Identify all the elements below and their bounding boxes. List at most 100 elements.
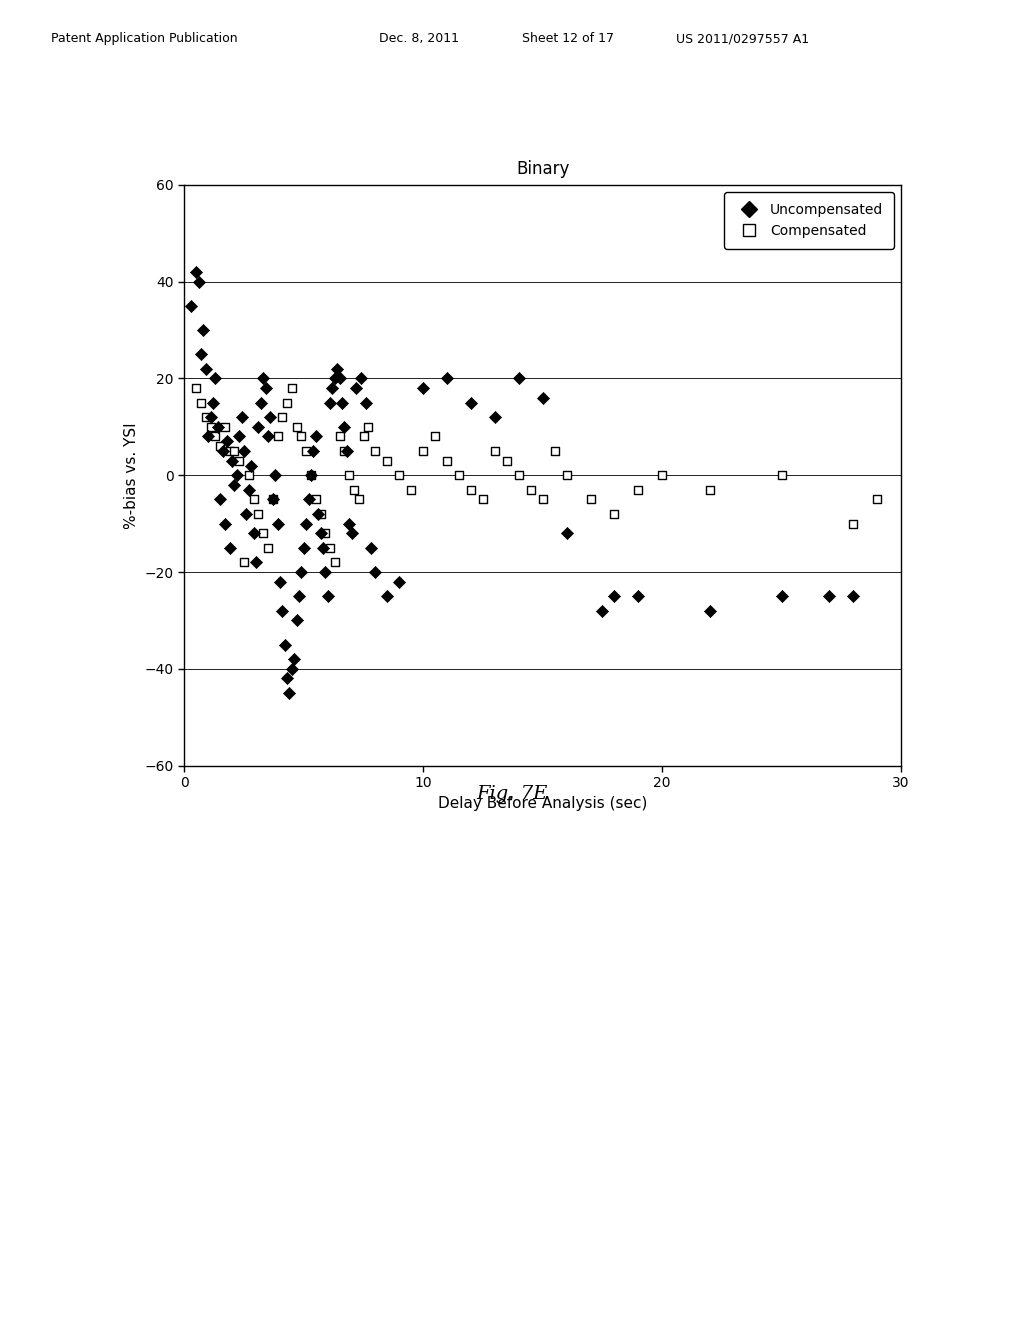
Point bbox=[368, 561, 384, 582]
Point bbox=[264, 488, 281, 510]
Point bbox=[253, 392, 269, 413]
Point bbox=[499, 450, 515, 471]
Point bbox=[463, 479, 479, 500]
Point bbox=[701, 479, 718, 500]
Point bbox=[334, 392, 350, 413]
Point bbox=[286, 648, 302, 669]
Point bbox=[260, 537, 276, 558]
Point bbox=[228, 465, 245, 486]
Point bbox=[427, 426, 443, 447]
Point bbox=[250, 416, 266, 437]
Point bbox=[264, 488, 281, 510]
Point bbox=[327, 368, 343, 389]
Point bbox=[236, 552, 252, 573]
Point bbox=[217, 416, 233, 437]
Point bbox=[233, 407, 250, 428]
Point bbox=[289, 610, 305, 631]
Point bbox=[212, 488, 228, 510]
Point bbox=[336, 441, 352, 462]
Point bbox=[360, 416, 377, 437]
Point bbox=[274, 601, 291, 622]
Point bbox=[327, 552, 343, 573]
Point bbox=[322, 392, 338, 413]
Point bbox=[203, 407, 219, 428]
Point bbox=[241, 479, 257, 500]
Point bbox=[298, 513, 314, 535]
Point bbox=[845, 586, 861, 607]
Point bbox=[255, 523, 271, 544]
Point bbox=[439, 450, 456, 471]
Point bbox=[312, 503, 329, 524]
Point bbox=[267, 465, 284, 486]
Point bbox=[226, 441, 243, 462]
Point bbox=[210, 416, 226, 437]
Point bbox=[348, 378, 365, 399]
Text: Dec. 8, 2011: Dec. 8, 2011 bbox=[379, 32, 459, 45]
Point bbox=[221, 537, 238, 558]
Point bbox=[255, 368, 271, 389]
Point bbox=[221, 441, 238, 462]
Point bbox=[341, 465, 357, 486]
Point bbox=[535, 387, 551, 408]
Point bbox=[511, 368, 527, 389]
Point bbox=[243, 455, 259, 477]
Point bbox=[343, 523, 359, 544]
Text: US 2011/0297557 A1: US 2011/0297557 A1 bbox=[676, 32, 809, 45]
Point bbox=[307, 426, 324, 447]
Point bbox=[246, 488, 262, 510]
Point bbox=[336, 416, 352, 437]
Legend: Uncompensated, Compensated: Uncompensated, Compensated bbox=[724, 191, 894, 249]
Point bbox=[196, 319, 212, 341]
Point bbox=[226, 474, 243, 495]
Point bbox=[307, 488, 324, 510]
Point bbox=[190, 271, 207, 292]
Point bbox=[279, 392, 295, 413]
Point bbox=[379, 586, 395, 607]
Point bbox=[193, 392, 209, 413]
Point bbox=[241, 465, 257, 486]
Point bbox=[317, 523, 334, 544]
Text: Fig. 7E: Fig. 7E bbox=[476, 784, 548, 803]
Point bbox=[594, 601, 610, 622]
Point bbox=[303, 465, 319, 486]
Point bbox=[353, 368, 370, 389]
Point bbox=[547, 441, 563, 462]
Point bbox=[341, 513, 357, 535]
Point bbox=[325, 378, 341, 399]
Point bbox=[583, 488, 599, 510]
Title: Binary: Binary bbox=[516, 160, 569, 178]
Point bbox=[300, 488, 316, 510]
Point bbox=[207, 368, 223, 389]
Point bbox=[332, 426, 348, 447]
Point bbox=[558, 465, 574, 486]
Point bbox=[231, 450, 248, 471]
Point bbox=[193, 343, 209, 364]
Point bbox=[203, 416, 219, 437]
Point bbox=[262, 407, 279, 428]
Point bbox=[701, 601, 718, 622]
Point bbox=[339, 441, 355, 462]
Point bbox=[214, 441, 230, 462]
Point bbox=[269, 513, 286, 535]
Point bbox=[236, 441, 252, 462]
Point bbox=[773, 586, 790, 607]
X-axis label: Delay Before Analysis (sec): Delay Before Analysis (sec) bbox=[438, 796, 647, 810]
Point bbox=[439, 368, 456, 389]
Point bbox=[188, 261, 205, 282]
Point bbox=[415, 441, 431, 462]
Point bbox=[207, 426, 223, 447]
Point bbox=[558, 523, 574, 544]
Point bbox=[606, 586, 623, 607]
Point bbox=[198, 358, 214, 379]
Point bbox=[284, 659, 300, 680]
Point bbox=[317, 561, 334, 582]
Point bbox=[276, 634, 293, 655]
Point bbox=[379, 450, 395, 471]
Point bbox=[248, 552, 264, 573]
Point bbox=[630, 586, 646, 607]
Point bbox=[282, 682, 298, 704]
Point bbox=[219, 430, 236, 451]
Point bbox=[217, 513, 233, 535]
Point bbox=[198, 407, 214, 428]
Point bbox=[391, 572, 408, 593]
